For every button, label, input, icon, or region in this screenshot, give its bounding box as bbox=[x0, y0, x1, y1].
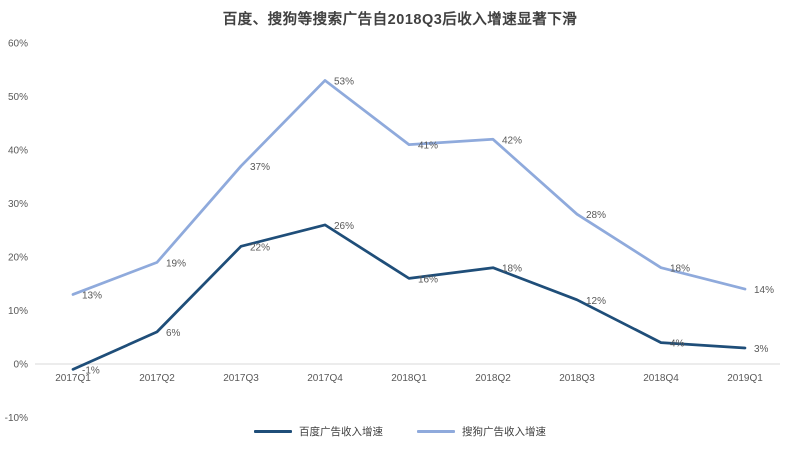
legend-label-sogou: 搜狗广告收入增速 bbox=[462, 426, 546, 438]
y-tick-label: 0% bbox=[14, 360, 29, 371]
data-label: 41% bbox=[418, 141, 438, 152]
y-tick-label: 40% bbox=[8, 146, 28, 157]
data-label: 16% bbox=[418, 274, 438, 285]
x-tick-label: 2017Q1 bbox=[55, 373, 91, 384]
x-tick-label: 2018Q1 bbox=[391, 373, 427, 384]
data-label: 28% bbox=[586, 210, 606, 221]
data-label: 26% bbox=[334, 221, 354, 232]
x-tick-label: 2017Q2 bbox=[139, 373, 175, 384]
x-tick-label: 2018Q3 bbox=[559, 373, 595, 384]
x-tick-label: 2018Q4 bbox=[643, 373, 679, 384]
chart-legend: 百度广告收入增速 搜狗广告收入增速 bbox=[0, 424, 800, 439]
data-label: 4% bbox=[670, 339, 685, 350]
y-tick-label: 30% bbox=[8, 199, 28, 210]
y-tick-label: 10% bbox=[8, 306, 28, 317]
data-label: 19% bbox=[166, 258, 186, 269]
series-line bbox=[71, 79, 747, 296]
y-tick-label: -10% bbox=[5, 413, 28, 424]
x-tick-label: 2019Q1 bbox=[727, 373, 763, 384]
data-label: 3% bbox=[754, 344, 769, 355]
legend-label-baidu: 百度广告收入增速 bbox=[299, 426, 383, 438]
baidu-series-swatch bbox=[254, 430, 292, 433]
sogou-series-swatch bbox=[417, 430, 455, 433]
legend-item-baidu: 百度广告收入增速 bbox=[254, 424, 383, 439]
data-label: 14% bbox=[754, 285, 774, 296]
data-label: 22% bbox=[250, 242, 270, 253]
data-label: -1% bbox=[82, 365, 100, 376]
series-line bbox=[71, 223, 747, 371]
chart-title: 百度、搜狗等搜索广告自2018Q3后收入增速显著下滑 bbox=[222, 12, 578, 28]
data-label: 37% bbox=[250, 162, 270, 173]
data-label: 53% bbox=[334, 76, 354, 87]
data-label: 6% bbox=[166, 328, 181, 339]
data-label: 18% bbox=[670, 264, 690, 275]
x-tick-label: 2018Q2 bbox=[475, 373, 511, 384]
data-label: 13% bbox=[82, 290, 102, 301]
data-label: 42% bbox=[502, 135, 522, 146]
y-tick-label: 20% bbox=[8, 253, 28, 264]
y-tick-label: 60% bbox=[8, 39, 28, 50]
data-label: 12% bbox=[586, 296, 606, 307]
x-tick-label: 2017Q4 bbox=[307, 373, 343, 384]
x-tick-label: 2017Q3 bbox=[223, 373, 259, 384]
legend-item-sogou: 搜狗广告收入增速 bbox=[417, 424, 546, 439]
y-tick-label: 50% bbox=[8, 92, 28, 103]
data-label: 18% bbox=[502, 264, 522, 275]
